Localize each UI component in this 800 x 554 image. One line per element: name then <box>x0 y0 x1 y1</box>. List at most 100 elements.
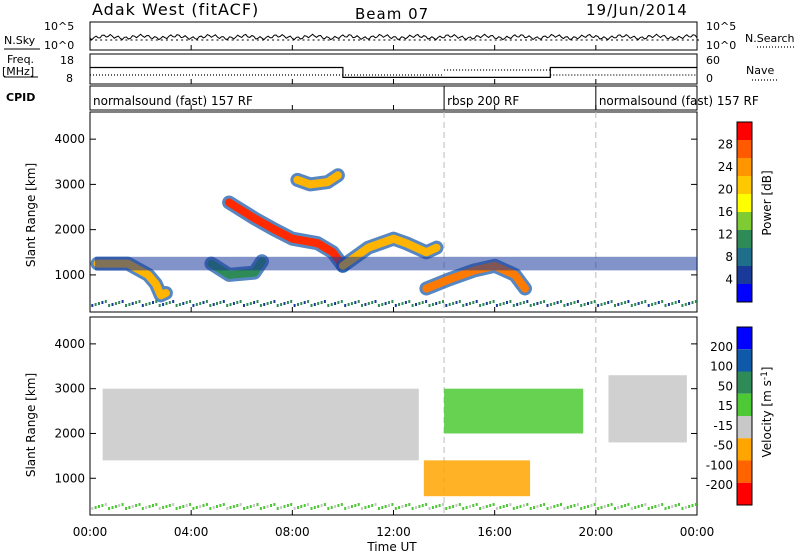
ground-scatter-point <box>303 301 306 304</box>
ground-scatter-point <box>300 302 303 305</box>
x-tick-label: 04:00 <box>174 525 209 539</box>
velocity-scatter-point <box>647 507 650 510</box>
velocity-scatter-point <box>391 503 394 506</box>
velocity-scatter-point <box>516 506 519 509</box>
velocity-colorbar-tick: -100 <box>706 458 733 472</box>
power-colorbar-label: Power [dB] <box>760 170 774 235</box>
ground-scatter-point <box>334 302 337 305</box>
velocity-scatter-point <box>276 507 279 510</box>
velocity-scatter-point <box>313 506 316 509</box>
velocity-scatter-point <box>293 507 296 510</box>
ground-scatter-point <box>178 303 181 306</box>
power-colorbar-segment <box>737 266 752 284</box>
ground-scatter-point <box>283 302 286 305</box>
velocity-scatter-point <box>300 505 303 508</box>
ground-scatter-point <box>357 300 360 303</box>
velocity-scatter-point <box>533 506 535 509</box>
power-colorbar-segment <box>737 230 752 248</box>
power-colorbar-tick: 8 <box>725 250 733 264</box>
ground-scatter-point <box>347 303 350 306</box>
ground-scatter-point <box>354 301 357 304</box>
ground-scatter-point <box>152 301 154 304</box>
velocity-scatter-point <box>448 506 451 509</box>
ground-scatter-point <box>145 303 148 306</box>
ground-scatter-point <box>479 304 482 307</box>
velocity-scatter-point <box>549 506 552 509</box>
velocity-scatter-point <box>624 504 627 507</box>
velocity-scatter-point <box>536 505 539 508</box>
ground-scatter-point <box>384 302 387 305</box>
power-ytick-label: 2000 <box>54 223 85 237</box>
velocity-scatter-point <box>229 506 232 509</box>
velocity-scatter-point <box>374 503 377 506</box>
velocity-scatter-point <box>98 505 100 508</box>
ground-scatter-point <box>640 301 643 304</box>
velocity-scatter-point <box>644 503 647 506</box>
velocity-scatter-point <box>330 506 333 509</box>
beam-label: Beam 07 <box>355 5 429 23</box>
velocity-scatter-point <box>590 504 593 507</box>
ground-scatter-point <box>519 302 522 305</box>
velocity-scatter-point <box>445 507 448 510</box>
ground-scatter-point <box>138 300 141 303</box>
velocity-scatter-point <box>178 506 181 509</box>
power-colorbar-segment <box>737 122 752 140</box>
velocity-scatter-point <box>189 503 192 506</box>
velocity-scatter-point <box>573 504 576 507</box>
ground-scatter-point <box>590 301 593 304</box>
velocity-scatter-point <box>367 505 370 508</box>
velocity-scatter-point <box>593 503 596 506</box>
ground-scatter-point <box>297 303 299 306</box>
velocity-scatter-point <box>94 506 97 509</box>
ground-scatter-point <box>573 301 576 304</box>
velocity-scatter-point <box>108 507 111 510</box>
velocity-scatter-point <box>617 506 620 509</box>
ground-scatter-point <box>657 301 660 304</box>
velocity-colorbar-tick: -200 <box>706 478 733 492</box>
power-colorbar-tick: 4 <box>725 273 733 287</box>
ground-scatter-point <box>651 303 654 306</box>
velocity-scatter-point <box>148 505 151 508</box>
x-tick-label: 08:00 <box>275 525 310 539</box>
power-colorbar-segment <box>737 140 752 158</box>
ground-scatter-point <box>516 303 519 306</box>
velocity-scatter-point <box>347 506 350 509</box>
velocity-colorbar-tick: 100 <box>710 360 733 374</box>
velocity-scatter-point <box>216 505 218 508</box>
ground-scatter-point <box>256 300 259 303</box>
velocity-scatter-point <box>344 507 347 510</box>
velocity-scatter-point <box>455 504 458 507</box>
velocity-scatter-point <box>320 504 323 507</box>
velocity-scatter-point <box>286 504 289 507</box>
velocity-scatter-point <box>381 506 384 509</box>
velocity-scatter-point <box>418 505 421 508</box>
ground-scatter-point <box>401 302 404 305</box>
ground-scatter-point <box>587 302 589 305</box>
ground-scatter-point <box>158 304 161 307</box>
ground-scatter-point <box>624 301 627 304</box>
velocity-scatter-point <box>226 507 229 510</box>
ground-scatter-point <box>226 304 229 307</box>
ground-scatter-point <box>280 303 283 306</box>
ground-scatter-point <box>148 302 151 305</box>
freq-tick-top: 18 <box>60 54 74 67</box>
ground-scatter-point <box>543 300 546 303</box>
velocity-scatter-point <box>388 504 390 507</box>
velocity-scatter-point <box>425 503 428 506</box>
velocity-scatter-point <box>114 505 117 508</box>
ground-scatter-point <box>452 302 455 305</box>
velocity-colorbar-segment <box>737 393 752 416</box>
velocity-scatter-point <box>263 506 266 509</box>
ground-scatter-point <box>371 301 374 304</box>
velocity-scatter-point <box>125 507 127 510</box>
ground-scatter-point <box>644 300 647 303</box>
ground-scatter-point <box>108 304 111 307</box>
ground-scatter-point <box>259 304 262 307</box>
velocity-scatter-point <box>192 507 195 510</box>
ground-scatter-point <box>404 301 407 304</box>
velocity-scatter-point <box>492 503 495 506</box>
ground-scatter-point <box>364 303 367 306</box>
ground-scatter-point <box>495 304 498 307</box>
noise-right-label: N.Search <box>745 32 795 45</box>
